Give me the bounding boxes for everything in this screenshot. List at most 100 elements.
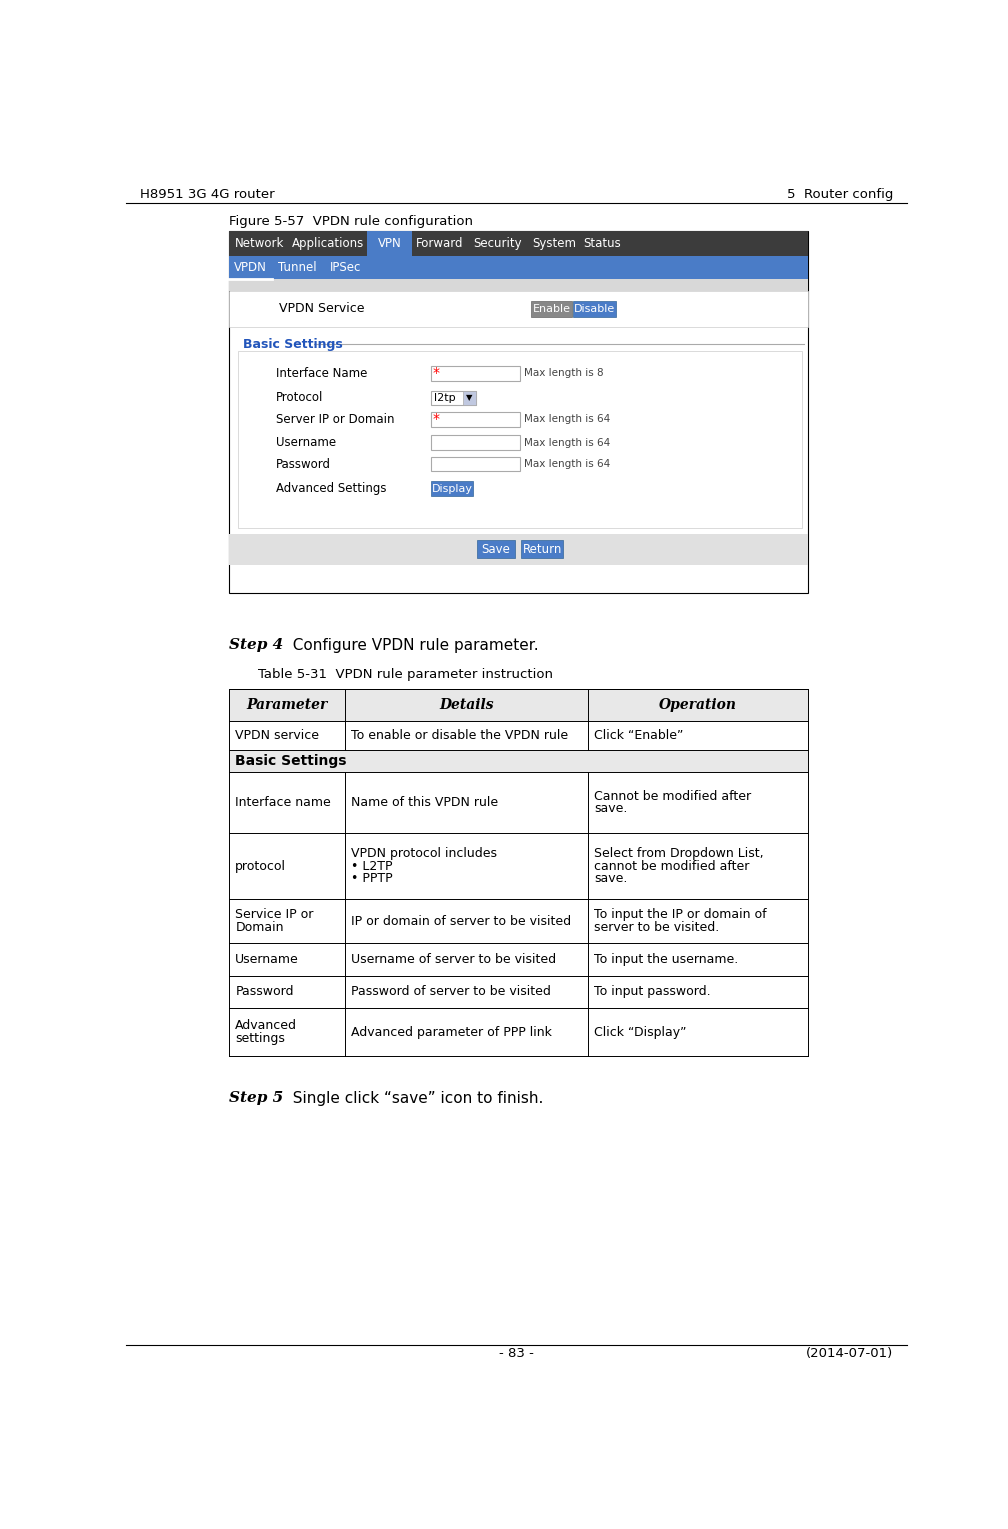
Text: cannot be modified after: cannot be modified after — [594, 859, 750, 873]
Text: • L2TP: • L2TP — [351, 859, 392, 873]
Text: Advanced: Advanced — [235, 1020, 297, 1032]
Bar — [580, 231, 624, 255]
Bar — [229, 772, 808, 833]
Bar — [323, 255, 369, 278]
Text: To input the IP or domain of: To input the IP or domain of — [594, 908, 767, 922]
Text: To enable or disable the VPDN rule: To enable or disable the VPDN rule — [351, 729, 569, 742]
Text: VPDN: VPDN — [234, 261, 267, 274]
Text: Max length is 8: Max length is 8 — [523, 368, 603, 378]
Text: IPSec: IPSec — [330, 261, 361, 274]
Bar — [468, 231, 528, 255]
Bar — [229, 231, 289, 255]
Text: Click “Enable”: Click “Enable” — [594, 729, 683, 742]
Text: Domain: Domain — [235, 920, 284, 934]
Bar — [289, 231, 367, 255]
Bar — [430, 457, 520, 471]
Text: Protocol: Protocol — [275, 391, 323, 405]
Text: Configure VPDN rule parameter.: Configure VPDN rule parameter. — [283, 638, 539, 653]
Text: Select from Dropdown List,: Select from Dropdown List, — [594, 847, 764, 861]
Text: Basic Settings: Basic Settings — [235, 754, 347, 768]
Text: Basic Settings: Basic Settings — [243, 338, 343, 352]
Text: VPDN service: VPDN service — [235, 729, 320, 742]
Text: VPDN protocol includes: VPDN protocol includes — [351, 847, 497, 861]
Text: Display: Display — [431, 483, 473, 494]
Text: Tunnel: Tunnel — [277, 261, 317, 274]
Text: Name of this VPDN rule: Name of this VPDN rule — [351, 797, 498, 809]
Text: Applications: Applications — [292, 237, 365, 251]
Bar — [229, 688, 808, 722]
Text: Operation: Operation — [659, 697, 737, 713]
Text: Return: Return — [522, 543, 561, 555]
Text: To input password.: To input password. — [594, 986, 711, 998]
Text: settings: settings — [235, 1032, 285, 1044]
Bar — [531, 301, 572, 318]
Text: Username: Username — [275, 436, 336, 450]
Text: VPN: VPN — [378, 237, 401, 251]
Bar — [430, 365, 520, 381]
Text: Advanced parameter of PPP link: Advanced parameter of PPP link — [351, 1026, 552, 1038]
Text: *: * — [432, 367, 439, 381]
Text: Password of server to be visited: Password of server to be visited — [351, 986, 551, 998]
Bar — [229, 278, 808, 291]
Bar — [229, 722, 808, 751]
Text: Username of server to be visited: Username of server to be visited — [351, 953, 556, 966]
Bar — [574, 301, 616, 318]
Text: VPDN Service: VPDN Service — [279, 303, 365, 315]
Text: *: * — [432, 413, 439, 427]
Bar — [430, 482, 473, 495]
Text: Cannot be modified after: Cannot be modified after — [594, 790, 751, 803]
Bar — [229, 751, 808, 772]
Bar — [229, 255, 808, 278]
Bar — [367, 231, 412, 255]
Text: Step 4: Step 4 — [229, 639, 283, 653]
Text: protocol: protocol — [235, 859, 286, 873]
Bar — [229, 899, 808, 943]
Text: • PPTP: • PPTP — [351, 872, 393, 885]
Text: server to be visited.: server to be visited. — [594, 920, 720, 934]
Bar — [229, 255, 272, 278]
Text: Disable: Disable — [574, 304, 615, 313]
Text: Status: Status — [583, 237, 621, 251]
Text: Network: Network — [235, 237, 284, 251]
Text: Advanced Settings: Advanced Settings — [275, 482, 386, 495]
Text: Figure 5-57  VPDN rule configuration: Figure 5-57 VPDN rule configuration — [229, 216, 473, 228]
Text: Parameter: Parameter — [246, 697, 328, 713]
Bar — [430, 413, 520, 427]
Bar — [229, 833, 808, 899]
Bar — [229, 534, 808, 564]
Text: Max length is 64: Max length is 64 — [523, 459, 610, 469]
Bar — [528, 231, 580, 255]
Text: System: System — [532, 237, 576, 251]
Text: Server IP or Domain: Server IP or Domain — [275, 413, 394, 427]
Bar — [229, 976, 808, 1008]
Bar — [430, 436, 520, 450]
Text: Interface name: Interface name — [235, 797, 331, 809]
Text: Enable: Enable — [532, 304, 571, 313]
Text: 5  Router config: 5 Router config — [787, 188, 893, 200]
Text: Max length is 64: Max length is 64 — [523, 414, 610, 425]
Text: ▼: ▼ — [466, 393, 473, 402]
Text: l2tp: l2tp — [434, 393, 456, 404]
Bar — [229, 231, 808, 593]
Bar — [229, 1008, 808, 1057]
Text: Interface Name: Interface Name — [275, 367, 367, 379]
Bar — [478, 540, 515, 558]
Bar — [229, 291, 808, 327]
Text: (2014-07-01): (2014-07-01) — [806, 1347, 893, 1359]
Text: Security: Security — [474, 237, 522, 251]
Text: save.: save. — [594, 872, 628, 885]
Text: Single click “save” icon to finish.: Single click “save” icon to finish. — [283, 1090, 543, 1105]
Text: Service IP or: Service IP or — [235, 908, 313, 922]
Text: To input the username.: To input the username. — [594, 953, 739, 966]
Bar — [229, 943, 808, 976]
Text: Click “Display”: Click “Display” — [594, 1026, 686, 1038]
Text: IP or domain of server to be visited: IP or domain of server to be visited — [351, 914, 572, 928]
Text: Forward: Forward — [416, 237, 464, 251]
Text: - 83 -: - 83 - — [499, 1347, 534, 1359]
Text: Table 5-31  VPDN rule parameter instruction: Table 5-31 VPDN rule parameter instructi… — [258, 668, 552, 682]
Text: Save: Save — [482, 543, 510, 555]
Text: Step 5: Step 5 — [229, 1092, 283, 1105]
Text: save.: save. — [594, 803, 628, 815]
Text: H8951 3G 4G router: H8951 3G 4G router — [140, 188, 274, 200]
Text: Password: Password — [275, 457, 331, 471]
